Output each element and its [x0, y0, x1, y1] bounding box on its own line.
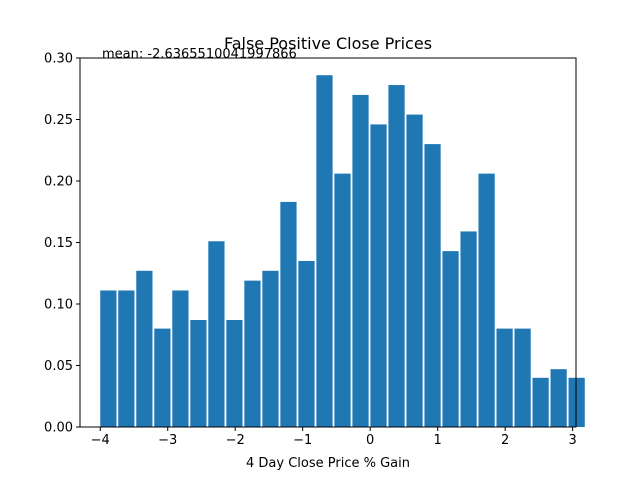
x-tick-label: −3: [158, 433, 177, 448]
y-tick-label: 0.30: [44, 52, 73, 67]
histogram-bar: [352, 94, 369, 428]
x-tick-label: −2: [226, 433, 245, 448]
y-tick-label: 0.20: [44, 175, 73, 190]
y-tick-label: 0.05: [44, 359, 73, 374]
histogram-bar: [208, 241, 225, 427]
histogram-bar: [118, 290, 135, 427]
histogram-bar: [424, 144, 441, 427]
y-tick-label: 0.10: [44, 298, 73, 313]
histogram-bar: [226, 319, 243, 427]
histogram-bar: [370, 124, 387, 428]
x-axis-ticks: −4 −3 −2 −1 0 1 2 3: [91, 427, 577, 448]
y-tick-label: 0.00: [44, 421, 73, 436]
histogram-bar: [514, 328, 531, 427]
histogram-bar: [568, 377, 585, 427]
histogram-bar: [244, 280, 261, 427]
y-axis-ticks: 0.00 0.05 0.10 0.15 0.20 0.25 0.30: [44, 52, 80, 436]
x-tick-label: 2: [501, 433, 509, 448]
x-tick-label: 3: [568, 433, 576, 448]
y-tick-label: 0.15: [44, 236, 73, 251]
mean-annotation: mean: -2.6365510041997866: [102, 47, 297, 62]
histogram-bar: [154, 328, 171, 427]
histogram-bar: [280, 201, 297, 427]
histogram-bar: [388, 85, 405, 427]
histogram-bar: [460, 231, 477, 427]
histogram-bar: [532, 377, 549, 427]
histogram-bar: [136, 270, 153, 427]
x-tick-label: 1: [434, 433, 442, 448]
histogram-bar: [100, 290, 117, 427]
histogram-bar: [406, 114, 423, 427]
y-tick-label: 0.25: [44, 113, 73, 128]
histogram-bar: [442, 251, 459, 427]
histogram-bar: [190, 319, 207, 427]
x-tick-label: −1: [293, 433, 312, 448]
histogram-bar: [316, 75, 333, 427]
histogram-bar: [172, 290, 189, 427]
bars-group: [100, 75, 585, 428]
histogram-bar: [550, 369, 567, 427]
x-tick-label: −4: [91, 433, 110, 448]
plot-frame: [79, 57, 577, 428]
chart-title: False Positive Close Prices: [224, 34, 432, 53]
histogram-bar: [334, 173, 351, 427]
histogram-bar: [496, 328, 513, 427]
histogram-bar: [298, 260, 315, 427]
histogram-bar: [262, 270, 279, 427]
x-tick-label: 0: [366, 433, 374, 448]
histogram-bar: [478, 173, 495, 427]
x-axis-label: 4 Day Close Price % Gain: [246, 456, 410, 471]
